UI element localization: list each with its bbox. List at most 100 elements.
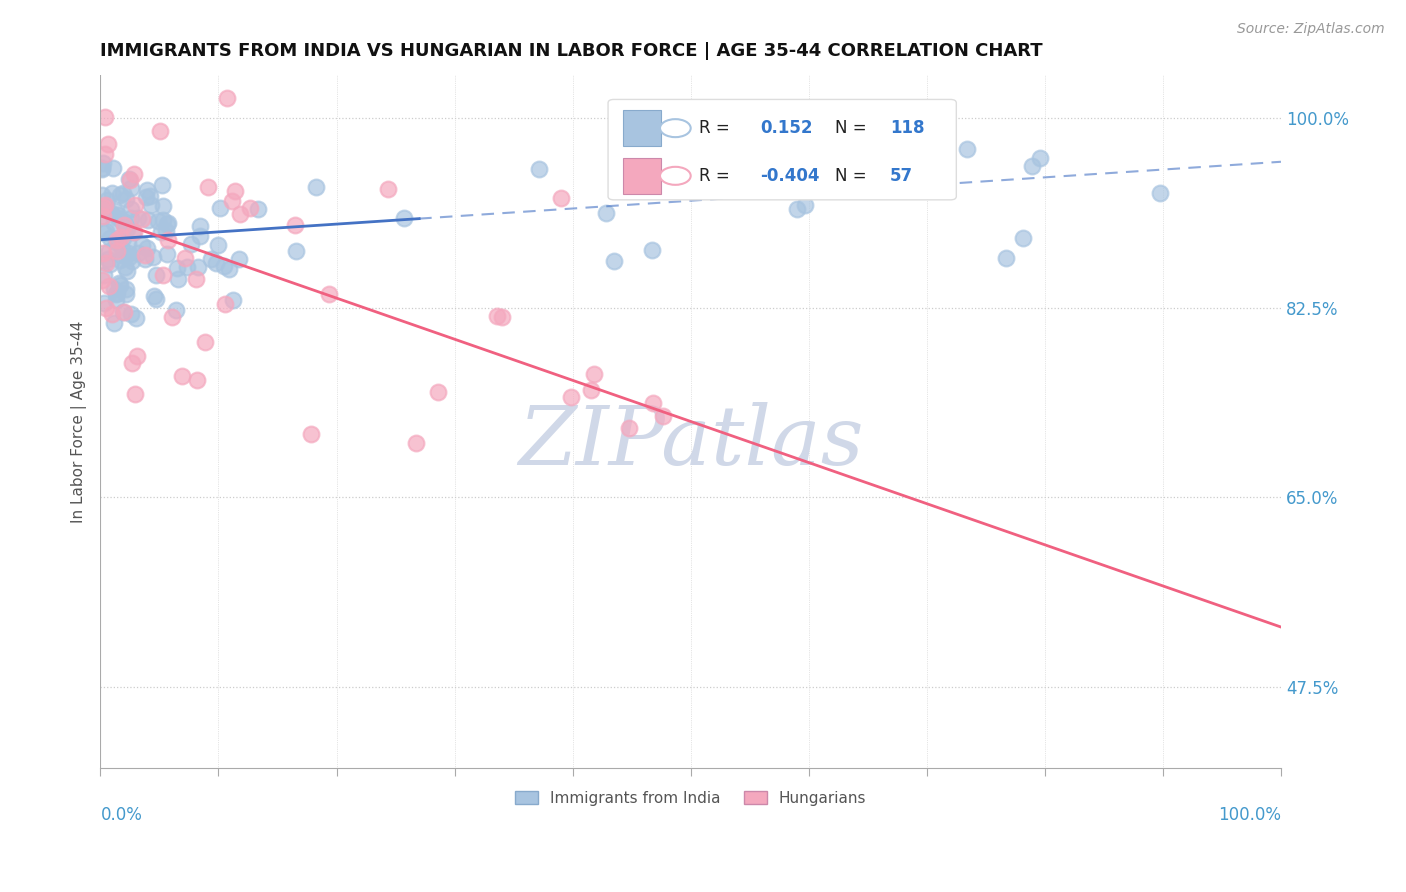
Point	[305, 179, 328, 194]
Point	[94, 147, 117, 161]
Point	[118, 250, 141, 264]
Point	[239, 201, 262, 215]
Point	[131, 211, 153, 226]
Point	[103, 316, 125, 330]
Point	[134, 247, 156, 261]
Point	[205, 256, 228, 270]
Point	[105, 286, 128, 301]
Point	[209, 201, 232, 215]
Point	[91, 200, 114, 214]
Point	[114, 249, 136, 263]
Point	[377, 182, 399, 196]
Point	[152, 198, 174, 212]
Point	[134, 252, 156, 266]
Point	[94, 301, 117, 316]
Point	[165, 303, 187, 318]
Point	[215, 91, 238, 105]
Point	[105, 244, 128, 259]
Point	[186, 373, 208, 387]
Point	[654, 111, 676, 125]
Point	[97, 137, 120, 152]
Point	[224, 184, 246, 198]
Point	[105, 233, 128, 247]
Point	[155, 223, 177, 237]
Point	[166, 261, 188, 276]
Point	[595, 206, 617, 220]
Point	[152, 213, 174, 227]
Point	[146, 214, 169, 228]
Point	[150, 178, 173, 193]
Point	[114, 219, 136, 233]
Point	[104, 293, 127, 308]
Text: -0.404: -0.404	[761, 167, 820, 185]
Point	[90, 161, 112, 175]
Point	[107, 211, 129, 225]
Point	[156, 217, 179, 231]
Point	[643, 395, 665, 409]
Point	[91, 209, 114, 223]
Point	[110, 188, 132, 202]
Point	[100, 186, 122, 201]
Point	[122, 168, 145, 182]
Point	[491, 310, 513, 325]
Point	[652, 409, 675, 424]
Point	[405, 435, 427, 450]
Point	[117, 236, 139, 251]
Point	[114, 282, 136, 296]
Text: 100.0%: 100.0%	[1218, 805, 1281, 824]
Point	[122, 225, 145, 239]
Point	[111, 215, 134, 229]
Point	[136, 212, 159, 227]
Point	[91, 209, 114, 223]
Point	[582, 367, 605, 381]
FancyBboxPatch shape	[623, 158, 661, 194]
Point	[160, 310, 183, 325]
Point	[149, 225, 172, 239]
Point	[111, 186, 134, 201]
Text: N =: N =	[835, 167, 866, 185]
Point	[136, 241, 159, 255]
Point	[135, 190, 157, 204]
Point	[124, 197, 146, 211]
Point	[156, 216, 179, 230]
Point	[91, 188, 114, 202]
Text: N =: N =	[835, 120, 866, 137]
Point	[96, 193, 118, 207]
Point	[115, 219, 138, 234]
Point	[114, 260, 136, 275]
Point	[91, 156, 114, 170]
Text: R =: R =	[699, 120, 730, 137]
Point	[135, 183, 157, 197]
Point	[617, 421, 640, 435]
Point	[910, 153, 932, 167]
Point	[112, 215, 135, 229]
Point	[103, 161, 125, 176]
Point	[124, 310, 146, 325]
Point	[120, 173, 142, 187]
Text: 0.0%: 0.0%	[100, 805, 142, 824]
Point	[108, 277, 131, 292]
Point	[724, 166, 747, 180]
Point	[1012, 231, 1035, 245]
FancyBboxPatch shape	[623, 110, 661, 146]
Point	[120, 181, 142, 195]
Point	[97, 278, 120, 293]
Point	[96, 200, 118, 214]
Point	[221, 194, 243, 208]
Point	[115, 264, 138, 278]
Point	[579, 383, 602, 397]
Point	[97, 244, 120, 258]
Point	[115, 192, 138, 206]
Point	[112, 230, 135, 244]
FancyBboxPatch shape	[607, 99, 956, 200]
Point	[218, 262, 240, 277]
Point	[214, 260, 236, 274]
Point	[131, 238, 153, 252]
Point	[93, 226, 115, 240]
Point	[603, 254, 626, 268]
Point	[115, 287, 138, 301]
Point	[188, 219, 211, 233]
Point	[141, 198, 163, 212]
Point	[122, 225, 145, 239]
Point	[124, 386, 146, 401]
